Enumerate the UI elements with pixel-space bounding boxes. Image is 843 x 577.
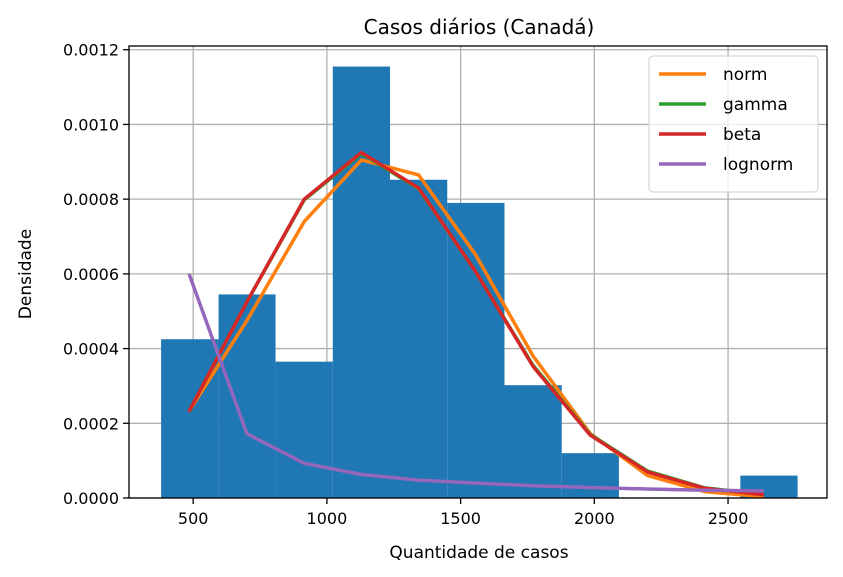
axes-frame xyxy=(128,45,828,499)
y-tick-label: 0.0010 xyxy=(63,115,119,134)
legend-label: norm xyxy=(723,65,767,85)
histogram-bar xyxy=(447,202,505,498)
histogram-bar xyxy=(504,385,562,498)
x-axis-label: Quantidade de casos xyxy=(389,543,568,563)
x-tick-label: 2500 xyxy=(708,509,749,528)
x-tick-label: 2000 xyxy=(574,509,615,528)
chart-title: Casos diários (Canadá) xyxy=(364,15,595,39)
series-line-lognorm xyxy=(187,273,764,493)
legend-label: beta xyxy=(723,125,761,145)
legend-box xyxy=(648,55,819,193)
legend-label: lognorm xyxy=(723,155,793,175)
histogram-bar xyxy=(332,66,391,498)
series-line-norm xyxy=(187,158,764,499)
legend-label: gamma xyxy=(723,95,788,115)
y-tick-label: 0.0008 xyxy=(63,190,119,209)
histogram-bar xyxy=(275,361,333,498)
y-tick-label: 0.0012 xyxy=(63,41,119,60)
x-tick-label: 1000 xyxy=(307,509,348,528)
y-axis-label: Densidade xyxy=(16,229,36,319)
legend: norm gamma beta lognorm xyxy=(648,55,819,193)
histogram-bars xyxy=(161,66,798,498)
fit-lines xyxy=(187,150,764,499)
plot-area: 500 1000 1500 2000 2500 0.0000 0.0002 0.0004 0.0… xyxy=(63,41,828,528)
histogram-bar xyxy=(218,294,276,498)
ticks: 500 1000 1500 2000 2500 0.0000 0.0002 0.0004 0.0… xyxy=(63,41,748,528)
y-tick-label: 0.0000 xyxy=(63,489,119,508)
x-tick-label: 1500 xyxy=(440,509,481,528)
series-line-beta xyxy=(187,150,764,497)
y-tick-label: 0.0004 xyxy=(63,340,119,359)
histogram-bar xyxy=(390,179,448,498)
histogram-bar xyxy=(161,339,219,498)
y-tick-label: 0.0006 xyxy=(63,265,119,284)
x-tick-label: 500 xyxy=(178,509,209,528)
histogram-bar xyxy=(561,453,619,498)
y-tick-label: 0.0002 xyxy=(63,414,119,433)
